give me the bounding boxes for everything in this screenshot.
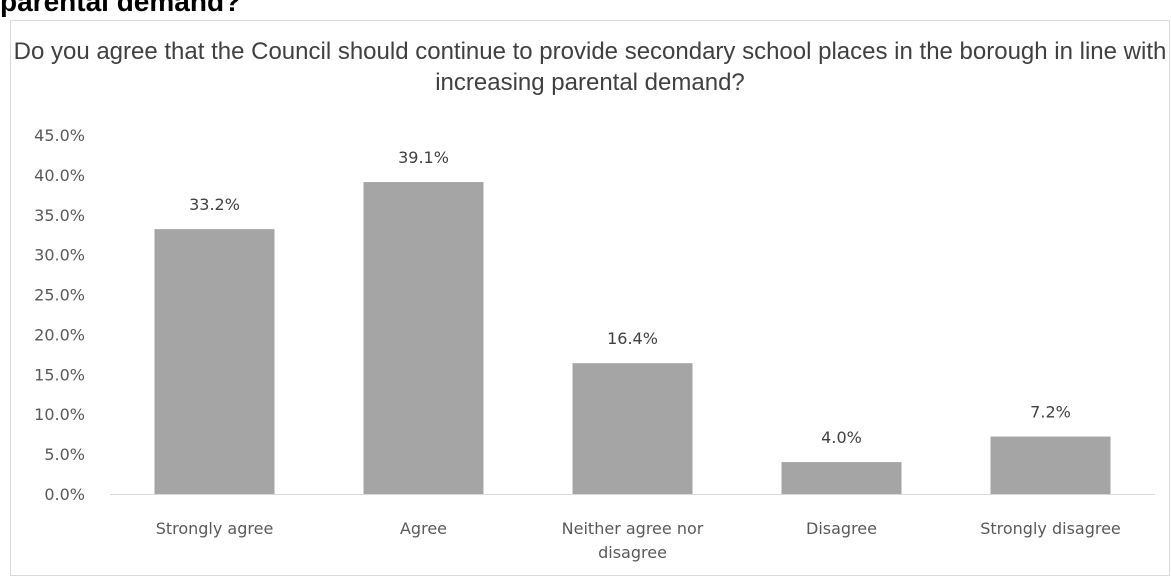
bar [781,462,902,494]
y-tick-label: 40.0% [34,166,85,185]
x-tick-label: Strongly agree [156,519,274,538]
data-label: 4.0% [821,428,862,447]
bar [572,363,693,494]
data-label: 16.4% [607,329,658,348]
x-tick-label: Agree [400,519,447,538]
bar [990,436,1111,494]
bar [363,182,484,494]
y-tick-label: 5.0% [44,445,85,464]
y-tick-label: 30.0% [34,246,85,265]
y-tick-label: 45.0% [34,126,85,145]
x-tick-label: Disagree [806,519,877,538]
y-tick-label: 25.0% [34,286,85,305]
y-tick-label: 15.0% [34,365,85,384]
y-tick-label: 35.0% [34,206,85,225]
data-label: 39.1% [398,148,449,167]
y-tick-label: 0.0% [44,485,85,504]
data-label: 33.2% [189,195,240,214]
x-tick-label: Strongly disagree [980,519,1121,538]
bar [154,229,275,495]
y-tick-label: 20.0% [34,325,85,344]
data-label: 7.2% [1030,403,1071,422]
page-heading: parental demand? [0,0,242,17]
chart-title: Do you agree that the Council should con… [13,38,1167,96]
y-tick-label: 10.0% [34,405,85,424]
x-tick-label: Neither agree nor disagree [562,519,704,562]
